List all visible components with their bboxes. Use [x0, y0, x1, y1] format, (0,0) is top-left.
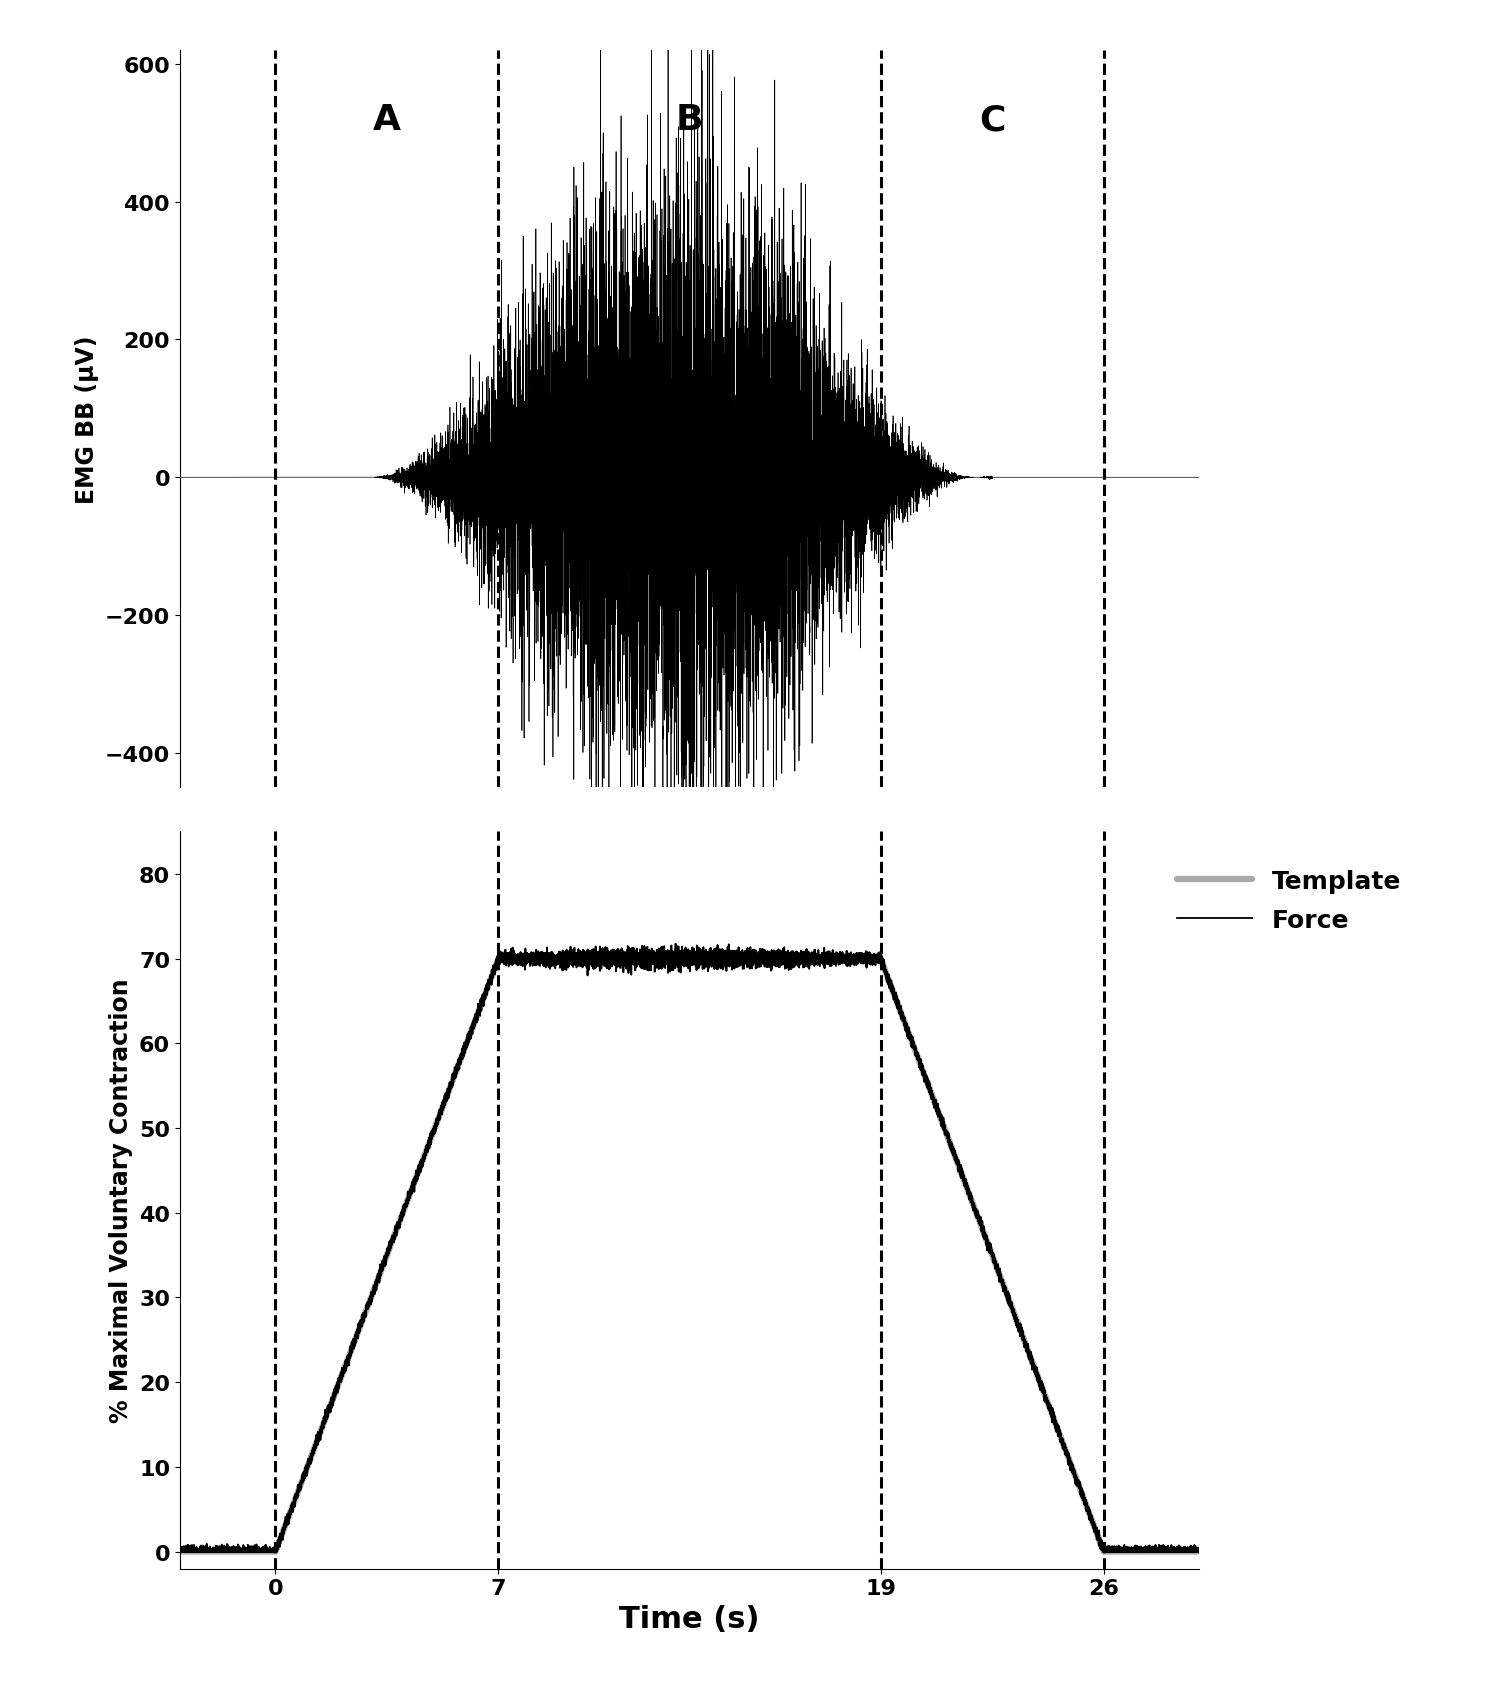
Template	[1150, 1541, 1168, 1562]
Template	[1007, 1309, 1025, 1330]
Text: A: A	[373, 102, 400, 136]
Force	[1190, 1540, 1208, 1560]
Y-axis label: % Maximal Voluntary Contraction: % Maximal Voluntary Contraction	[109, 979, 133, 1422]
Force	[667, 934, 685, 955]
Force	[1007, 1313, 1025, 1333]
Text: B: B	[676, 102, 703, 136]
Force	[429, 1115, 447, 1136]
Force	[171, 1541, 189, 1562]
Force	[1076, 1494, 1094, 1514]
Force	[1150, 1538, 1168, 1558]
Template	[429, 1110, 447, 1130]
Y-axis label: EMG BB (µV): EMG BB (µV)	[75, 336, 99, 503]
Template	[271, 1528, 289, 1548]
Force	[983, 1240, 1001, 1260]
Text: C: C	[979, 102, 1006, 136]
Template	[1076, 1492, 1094, 1512]
X-axis label: Time (s): Time (s)	[619, 1604, 760, 1633]
Force	[271, 1529, 289, 1550]
Line: Force: Force	[180, 945, 1199, 1552]
Template	[171, 1541, 189, 1562]
Template	[490, 948, 508, 968]
Template	[1190, 1541, 1208, 1562]
Legend: Template, Force: Template, Force	[1166, 859, 1411, 943]
Force	[171, 1541, 189, 1562]
Line: Template: Template	[180, 958, 1199, 1552]
Template	[983, 1243, 1001, 1263]
